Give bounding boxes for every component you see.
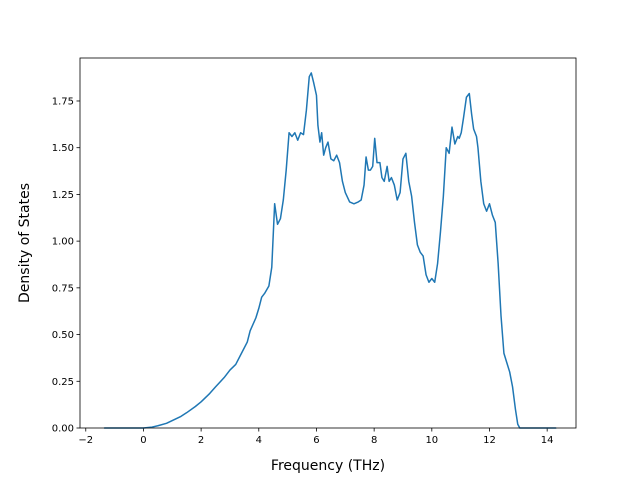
x-axis-label: Frequency (THz)	[271, 458, 385, 474]
y-tick-label: 0.75	[52, 283, 74, 294]
x-tick-label: 14	[541, 435, 554, 446]
y-axis-ticks: 0.00 0.25 0.50 0.75 1.00 1.25 1.50 1.75	[52, 96, 80, 435]
y-axis-label: Density of States	[17, 183, 33, 303]
y-tick-label: 0.00	[52, 424, 74, 435]
x-tick-label: 4	[256, 435, 262, 446]
y-tick-label: 0.50	[52, 330, 74, 341]
y-tick-label: 1.75	[52, 96, 74, 107]
x-tick-label: 6	[313, 435, 319, 446]
dos-series-line	[103, 72, 557, 429]
plot-frame	[79, 57, 577, 429]
x-tick-label: 0	[140, 435, 146, 446]
x-tick-label: 12	[483, 435, 496, 446]
x-tick-label: 8	[371, 435, 377, 446]
x-tick-label: 10	[425, 435, 438, 446]
x-tick-label: 2	[198, 435, 204, 446]
x-axis-ticks: −2 0 2 4 6 8 10 12 14	[78, 428, 554, 446]
x-tick-label: −2	[78, 435, 93, 446]
y-tick-label: 1.25	[52, 190, 74, 201]
y-tick-label: 1.00	[52, 237, 74, 248]
y-tick-label: 1.50	[52, 143, 74, 154]
y-tick-label: 0.25	[52, 377, 74, 388]
